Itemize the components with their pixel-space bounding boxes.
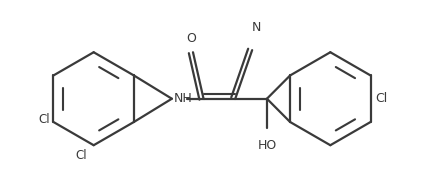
- Text: Cl: Cl: [39, 113, 50, 126]
- Text: N: N: [252, 21, 261, 34]
- Text: HO: HO: [257, 139, 276, 152]
- Text: NH: NH: [174, 92, 193, 105]
- Text: Cl: Cl: [76, 149, 87, 162]
- Text: O: O: [186, 32, 196, 45]
- Text: Cl: Cl: [375, 92, 387, 105]
